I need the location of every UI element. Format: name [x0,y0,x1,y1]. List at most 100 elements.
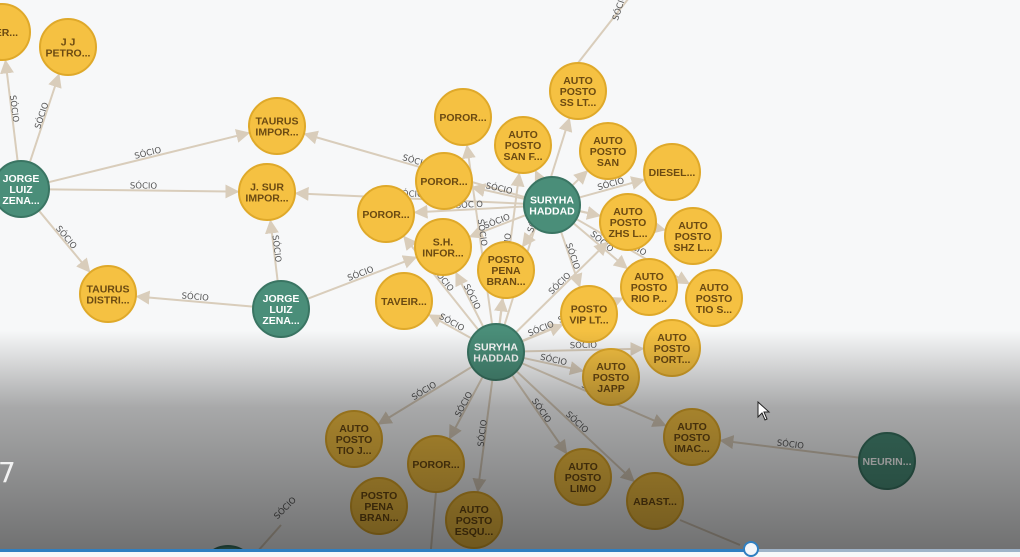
node-label-line: POSTO [696,293,733,305]
node-label-line: S.H. [433,237,454,249]
company-node-autoposto-esqu[interactable]: AUTOPOSTOESQU... [445,491,503,549]
company-node-autoposto-imac[interactable]: AUTOPOSTOIMAC... [663,408,721,466]
node-label-line: TIO S... [696,304,732,316]
node-label-line: POSTO [505,140,542,152]
edge-label: SÓCIO [7,94,22,123]
node-label-line: PETRO... [46,48,91,60]
node-label-line: POROR... [420,176,467,188]
node-label-line: AUTO [508,129,538,141]
node-label-line: TAURUS [256,116,299,128]
edge-label: SÓCIO [461,282,484,312]
company-node-abast[interactable]: ABAST... [626,472,684,530]
edge-socio[interactable]: SÓCIO [472,379,494,493]
edge-label: SÓCIO [776,436,805,451]
edge-label: SÓCIO [475,218,491,247]
node-label-line: ZENA... [262,315,299,327]
company-node-jjpetro[interactable]: J JPETRO... [39,18,97,76]
edge-label: SÓCIO [563,408,591,436]
offscreen-edge-label: SÓCIO [271,494,299,522]
node-label-line: AUTO [634,271,664,283]
company-node-taveir[interactable]: TAVEIR... [375,272,433,330]
person-node-jorge1[interactable]: JORGELUIZZENA... [0,160,50,218]
edge-socio[interactable]: SÓCIO [719,435,860,459]
edge-socio[interactable] [571,170,589,187]
edge-socio[interactable]: SÓCIO [48,179,240,199]
company-node-poror1[interactable]: POROR... [434,88,492,146]
node-label-line: NEURIN... [862,456,911,468]
company-node-poror2[interactable]: POROR... [415,152,473,210]
edge-label: SÓCIO [539,351,568,369]
node-label-line: PORT... [654,354,691,366]
edge-line [578,176,646,199]
edge-label: SÓCIO [437,310,467,334]
node-label-line: AUTO [563,75,593,87]
edge-line [303,130,526,199]
node-label-line: JORGE [263,293,300,305]
node-label-line: POSTO [488,254,525,266]
company-node-sh[interactable]: S.H.INFOR... [414,218,472,276]
node-label-line: IMPOR... [245,193,288,205]
node-label-line: POSTO [560,86,597,98]
node-label-line: TAVEIR... [381,296,427,308]
company-node-autoposto-port[interactable]: AUTOPOSTOPORT... [643,319,701,377]
node-label-line: J J [61,37,76,49]
company-node-posto-pena2[interactable]: POSTOPENABRAN... [350,477,408,535]
node-label-line: ESQU... [455,526,494,538]
node-label-line: POSTO [610,217,647,229]
edge-label: SÓCIO [130,179,158,191]
company-node-taurus-distri[interactable]: TAURUSDISTRI... [79,265,137,323]
edge-socio[interactable]: SÓCIO [28,73,62,163]
company-node-poror4[interactable]: POROR... [407,435,465,493]
edge-socio[interactable] [534,169,548,186]
edge-socio[interactable]: SÓCIO [47,129,251,184]
edge-socio[interactable]: SÓCIO [0,59,22,162]
node-label-line: POSTO [675,231,712,243]
company-node-diesel[interactable]: DIESEL... [643,143,701,201]
edge-socio[interactable]: SÓCIO [38,209,91,273]
company-node-poror3[interactable]: POROR... [357,185,415,243]
node-label-line: INFOR... [422,248,463,260]
node-circle [477,241,535,299]
person-node-neurin[interactable]: NEURIN... [858,432,916,490]
node-circle [643,143,701,201]
node-label-line: POROR... [362,209,409,221]
video-progress-handle[interactable] [742,541,759,557]
node-label-line: JORGE [3,173,40,185]
edge-socio[interactable]: SÓCIO [135,289,254,308]
node-circle [579,122,637,180]
node-label-line: POROR... [412,459,459,471]
node-label-line: JAPP [597,383,624,395]
node-label-line: ZENA... [2,195,39,207]
node-circle [415,152,473,210]
node-label-line: AUTO [699,282,729,294]
node-circle [357,185,415,243]
edge-socio[interactable]: SÓCIO [511,374,568,455]
node-label-line: ...ER... [0,27,18,39]
company-node-jsur[interactable]: J. SURIMPOR... [238,163,296,221]
mouse-cursor-icon [757,401,771,421]
company-node-posto-pena1[interactable]: POSTOPENABRAN... [477,241,535,299]
node-label-line: SHZ L... [673,242,712,254]
edge-socio[interactable]: SÓCIO [264,219,285,282]
company-node-taurus-impor[interactable]: TAURUSIMPOR... [248,97,306,155]
company-node-er[interactable]: ...ER... [0,3,31,61]
node-label-line: SS LT... [560,97,597,109]
node-circle [549,62,607,120]
person-node-jorge2[interactable]: JORGELUIZZENA... [252,280,310,338]
node-label-line: IMAC... [674,443,710,455]
